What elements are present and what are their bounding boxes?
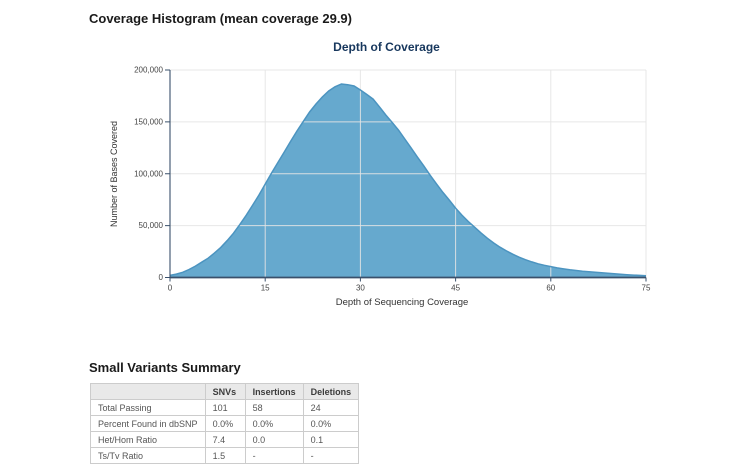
cell-insertions: 58 bbox=[244, 399, 304, 416]
x-tick-label: 60 bbox=[546, 284, 555, 293]
y-axis-label: Number of Bases Covered bbox=[109, 121, 119, 227]
cell-insertions: 0.0 bbox=[244, 431, 304, 448]
y-tick-label: 50,000 bbox=[139, 221, 164, 230]
y-tick-label: 0 bbox=[159, 273, 164, 282]
cell-deletions: 0.0% bbox=[302, 415, 360, 432]
table-row: Ts/Tv Ratio 1.5 - - bbox=[90, 447, 360, 464]
x-tick-label: 15 bbox=[261, 284, 270, 293]
table-row: Total Passing 101 58 24 bbox=[90, 399, 360, 416]
cell-snvs: 0.0% bbox=[204, 415, 246, 432]
coverage-chart-svg: 0 15 30 45 60 75050,000100,000150,000200,000 … bbox=[109, 66, 651, 293]
x-axis-label: Depth of Sequencing Coverage bbox=[335, 297, 469, 308]
row-label: Ts/Tv Ratio bbox=[90, 447, 206, 464]
cell-snvs: 101 bbox=[204, 399, 246, 416]
cell-deletions: 0.1 bbox=[302, 431, 360, 448]
cell-deletions: 24 bbox=[302, 399, 360, 416]
cell-snvs: 1.5 bbox=[204, 447, 246, 464]
x-tick-label: 75 bbox=[642, 284, 651, 293]
chart-title: Depth of Coverage bbox=[333, 40, 440, 54]
y-tick-label: 150,000 bbox=[134, 117, 163, 126]
coverage-area-outline bbox=[169, 83, 647, 277]
table-header-insertions: Insertions bbox=[244, 383, 304, 400]
y-tick-label: 100,000 bbox=[134, 169, 163, 178]
table-header-snvs: SNVs bbox=[204, 383, 246, 400]
page-title: Coverage Histogram (mean coverage 29.9) bbox=[89, 11, 352, 26]
table-header-deletions: Deletions bbox=[302, 383, 360, 400]
variants-summary-table: SNVs Insertions Deletions Total Passing … bbox=[90, 383, 360, 464]
variants-summary-title: Small Variants Summary bbox=[89, 360, 241, 375]
cell-insertions: - bbox=[244, 447, 304, 464]
table-header-row: SNVs Insertions Deletions bbox=[90, 383, 360, 400]
cell-deletions: - bbox=[302, 447, 360, 464]
x-tick-label: 30 bbox=[356, 284, 365, 293]
coverage-area bbox=[170, 84, 646, 278]
row-label: Het/Hom Ratio bbox=[90, 431, 206, 448]
table-row: Het/Hom Ratio 7.4 0.0 0.1 bbox=[90, 431, 360, 448]
cell-insertions: 0.0% bbox=[244, 415, 304, 432]
row-label: Percent Found in dbSNP bbox=[90, 415, 206, 432]
x-tick-label: 0 bbox=[168, 284, 173, 293]
row-label: Total Passing bbox=[90, 399, 206, 416]
chart-plot-group: 0 15 30 45 60 75 0 50,000 100,000 150,000 200,000 bbox=[134, 66, 651, 293]
cell-snvs: 7.4 bbox=[204, 431, 246, 448]
table-row: Percent Found in dbSNP 0.0% 0.0% 0.0% bbox=[90, 415, 360, 432]
x-tick-label: 45 bbox=[451, 284, 460, 293]
table-header-empty bbox=[90, 383, 206, 400]
y-tick-label: 200,000 bbox=[134, 66, 163, 75]
